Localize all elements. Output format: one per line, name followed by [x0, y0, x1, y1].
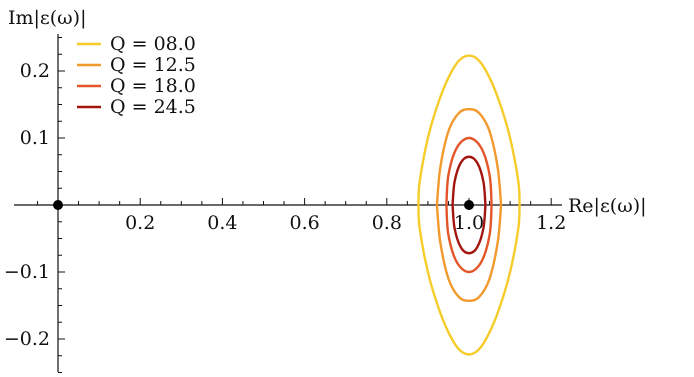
x-tick-label: 0.6 [289, 212, 319, 234]
x-axis-label: Re|ε(ω)| [568, 195, 647, 217]
legend-label: Q = 08.0 [110, 33, 196, 55]
legend-label: Q = 18.0 [110, 75, 196, 97]
x-tick-label: 1.2 [536, 212, 566, 234]
y-tick-label: −0.1 [4, 261, 50, 283]
y-tick-label: −0.2 [4, 328, 50, 350]
legend-label: Q = 24.5 [110, 96, 196, 118]
point-marker [53, 200, 63, 210]
x-tick-label: 0.8 [372, 212, 402, 234]
y-tick-label: 0.2 [20, 60, 50, 82]
series-line-4-upper [451, 155, 487, 206]
point-marker [464, 200, 474, 210]
x-tick-label: 0.2 [125, 212, 155, 234]
x-tick-label: 0.4 [207, 212, 237, 234]
axis-labels: Im|ε(ω)| Re|ε(ω)| [8, 7, 647, 217]
legend: Q = 08.0Q = 12.5Q = 18.0Q = 24.5 [77, 33, 196, 118]
series-line-1-upper [417, 54, 521, 206]
series-line-2-lower [435, 204, 503, 303]
legend-label: Q = 12.5 [110, 54, 196, 76]
series-line-4-lower [451, 204, 487, 255]
markers [53, 200, 474, 210]
series-line-2-upper [435, 107, 503, 206]
series-line-1-lower [417, 204, 521, 356]
y-axis-label: Im|ε(ω)| [8, 7, 87, 29]
axes [14, 34, 562, 372]
series-lines [417, 54, 521, 356]
series-line-3-lower [445, 204, 493, 274]
series-line-3-upper [445, 136, 493, 206]
y-tick-label: 0.1 [20, 127, 50, 149]
x-tick-label: 1.0 [454, 212, 484, 234]
